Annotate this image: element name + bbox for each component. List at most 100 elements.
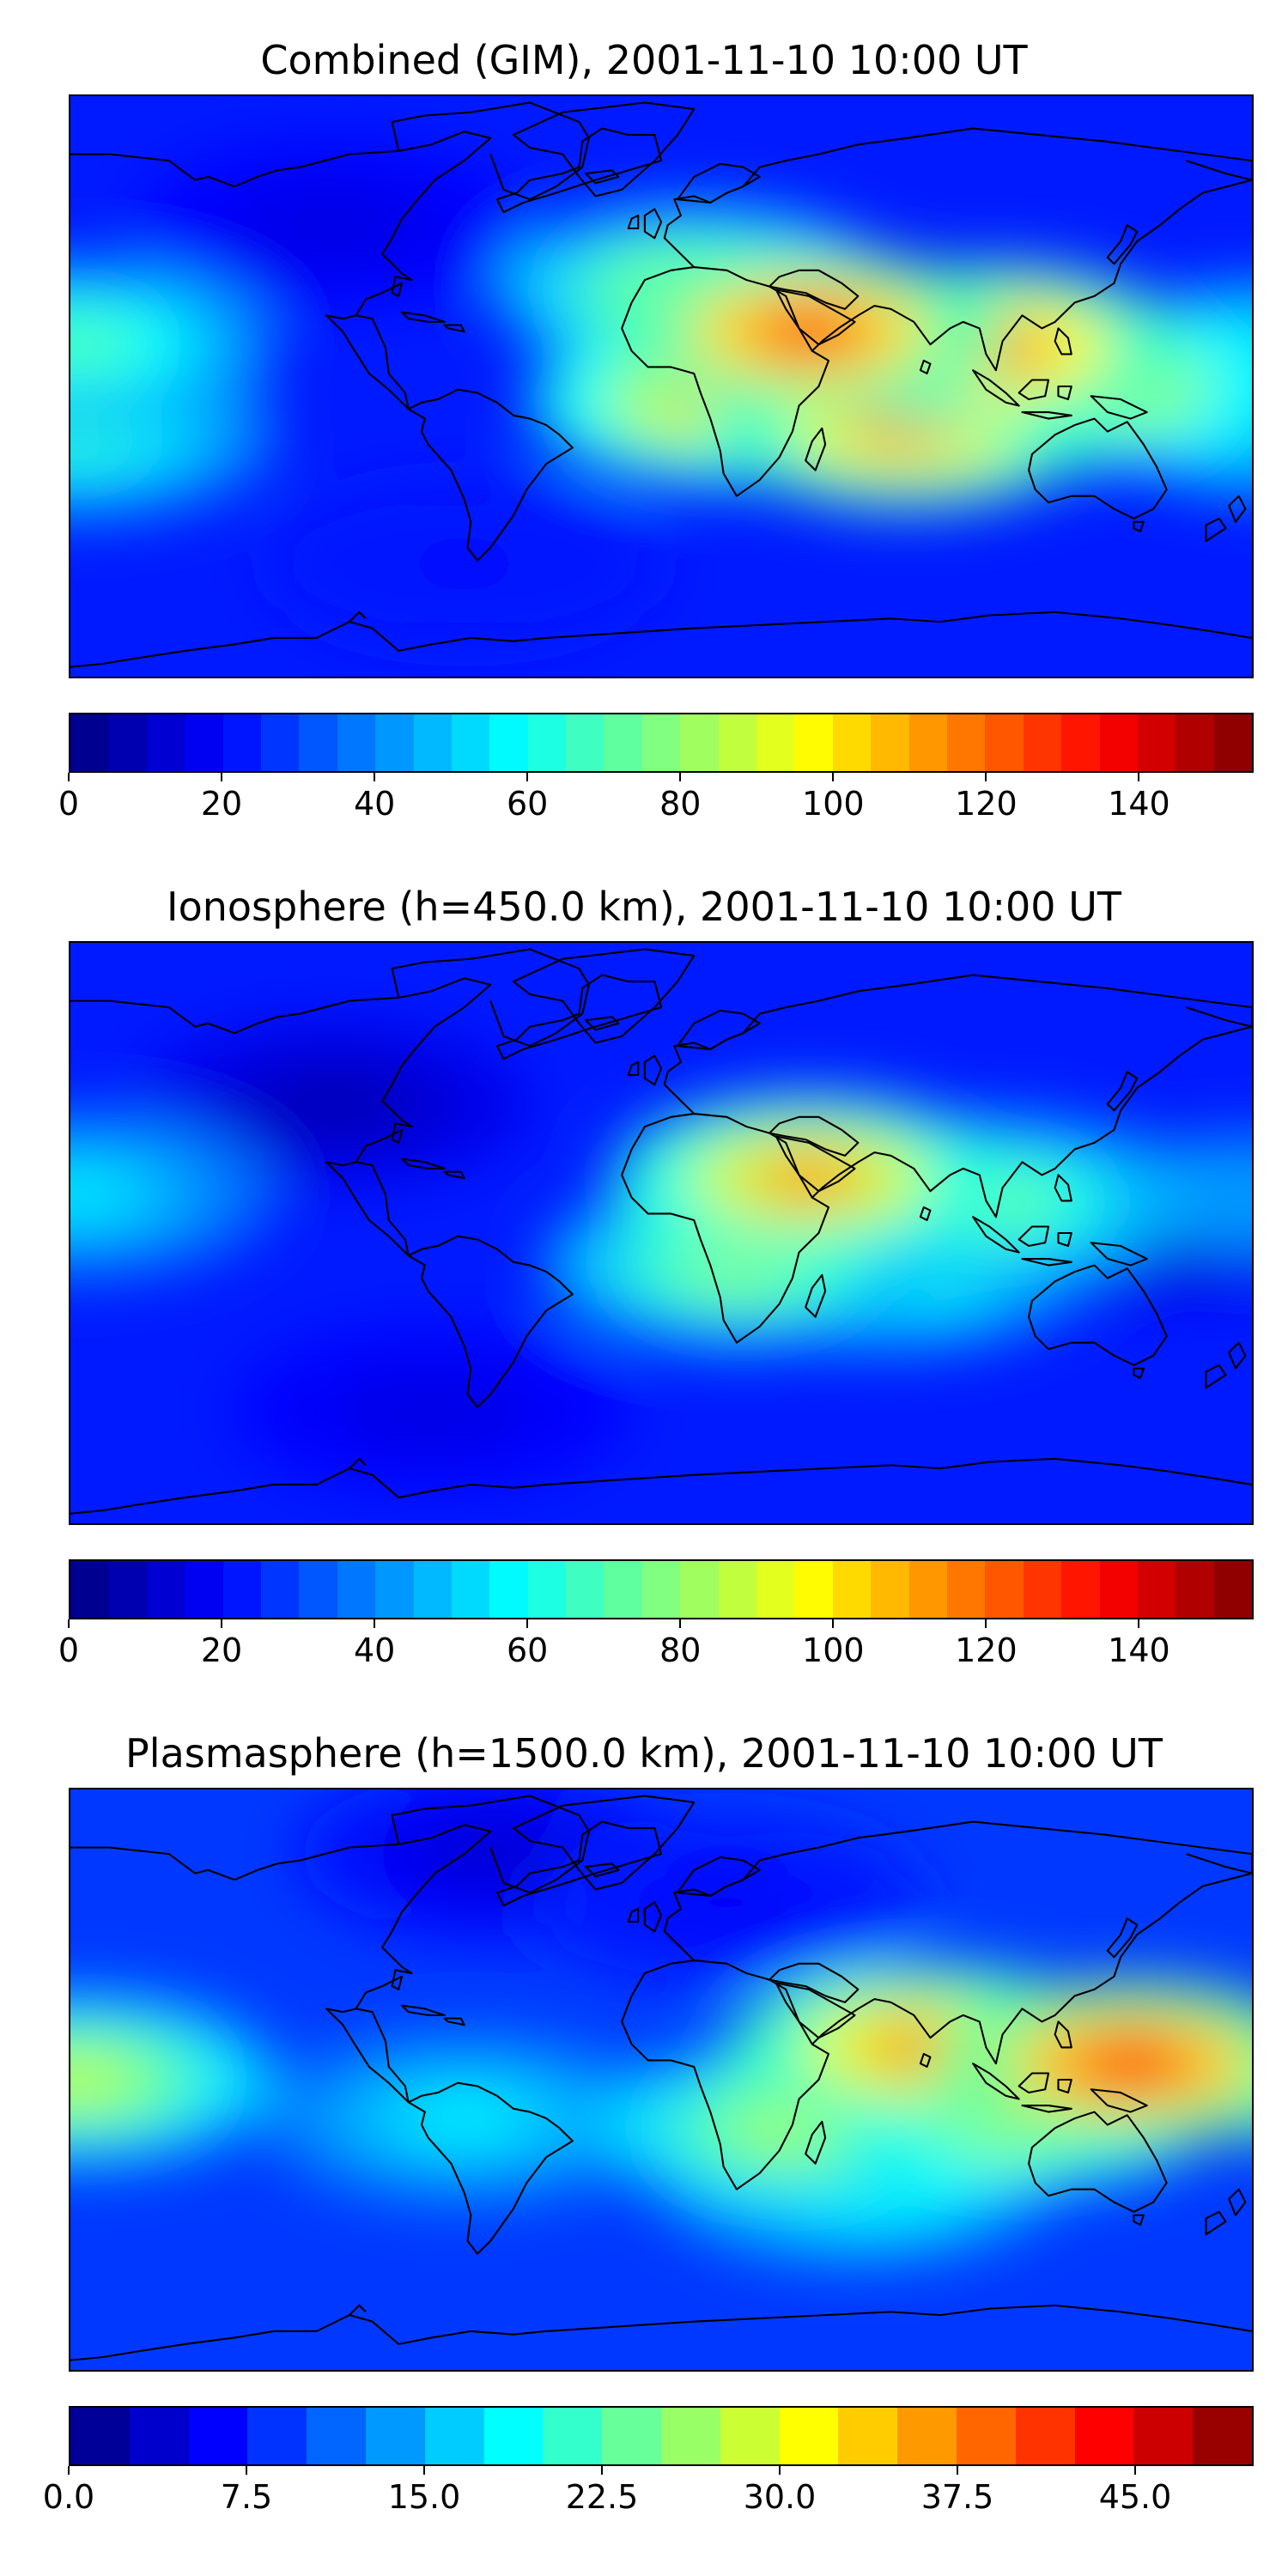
colorbar-segment [527, 714, 567, 771]
colorbar-segment [908, 1561, 947, 1618]
colorbar-tick-label: 45.0 [1098, 2478, 1172, 2516]
colorbar-combined [69, 713, 1254, 773]
colorbar-segment [1074, 2408, 1134, 2464]
field-contour [401, 537, 528, 591]
colorbar-segment [489, 714, 528, 771]
colorbar-segment [946, 1561, 986, 1618]
colorbar-segment [832, 1561, 872, 1618]
colorbar-tick-label: 37.5 [920, 2478, 994, 2516]
colorbar-tick [679, 773, 682, 781]
colorbar-tick-label: 140 [1108, 785, 1170, 823]
field-contour [1067, 2036, 1194, 2091]
colorbar-tick-label: 7.5 [220, 2478, 273, 2516]
colorbar-segment [375, 714, 414, 771]
colorbar-segment [70, 714, 109, 771]
colorbar-tick [957, 2466, 958, 2475]
colorbar-segment [1023, 714, 1062, 771]
colorbar-segment [660, 2408, 720, 2464]
colorbar-segment [146, 714, 185, 771]
colorbar-segment [1023, 1561, 1062, 1618]
colorbar-segment [260, 1561, 300, 1618]
colorbar-segment [897, 2408, 957, 2464]
colorbar-segment [146, 1561, 185, 1618]
colorbar-tick [68, 773, 70, 781]
colorbar-segment [1193, 2408, 1252, 2464]
colorbar-tick [985, 773, 987, 781]
colorbar-segment [222, 714, 261, 771]
colorbar-tick [374, 773, 376, 781]
colorbar-segment [908, 714, 947, 771]
field-contour [401, 2091, 528, 2146]
colorbar-tick [526, 1619, 529, 1628]
colorbar-tick-label: 0.0 [42, 2478, 95, 2516]
colorbar-segment [483, 2408, 544, 2464]
colorbar-tick-label: 20 [200, 1631, 243, 1669]
colorbar-tick-label: 30.0 [743, 2478, 817, 2516]
tec-map-plasmasphere [69, 1788, 1254, 2372]
colorbar-segment [680, 714, 719, 771]
map-svg [70, 1789, 1252, 2370]
field-contour [270, 197, 397, 252]
colorbar-segment [375, 1561, 414, 1618]
colorbar-segment [1015, 2408, 1075, 2464]
colorbar-segment [527, 1561, 567, 1618]
colorbar-tick-label: 22.5 [565, 2478, 639, 2516]
colorbar-tick [423, 2466, 425, 2475]
colorbar-segment [604, 714, 642, 771]
colorbar-segment [720, 2408, 780, 2464]
colorbar-tick [832, 773, 835, 781]
map-title: Combined (GIM), 2001-11-10 10:00 UT [260, 37, 1028, 83]
colorbar-segment [222, 1561, 261, 1618]
field-contour [368, 1383, 495, 1437]
colorbar-tick-label: 140 [1108, 1631, 1170, 1669]
colorbar-segment [70, 2408, 130, 2464]
colorbar-segment [260, 714, 300, 771]
colorbar-segment [299, 714, 337, 771]
colorbar-tick-label: 100 [802, 785, 865, 823]
colorbar-ionosphere [69, 1559, 1254, 1619]
colorbar-segment [108, 1561, 147, 1618]
colorbar-segment [451, 1561, 490, 1618]
colorbar-segment [794, 1561, 833, 1618]
colorbar-segment [489, 1561, 528, 1618]
colorbar-tick-label: 15.0 [387, 2478, 461, 2516]
colorbar-segment [413, 1561, 452, 1618]
colorbar-segment [337, 1561, 376, 1618]
colorbar-segment [1213, 1561, 1253, 1618]
colorbar-tick [1138, 773, 1140, 781]
colorbar-segment [718, 714, 757, 771]
colorbar-tick-label: 60 [507, 1631, 549, 1669]
colorbar-segment [871, 714, 909, 771]
colorbar-segment [1137, 1561, 1176, 1618]
colorbar-segment [247, 2408, 307, 2464]
colorbar-tick-label: 0 [58, 785, 80, 823]
colorbar-tick-label: 20 [200, 785, 243, 823]
colorbar-segment [1099, 1561, 1138, 1618]
colorbar-segment [718, 1561, 757, 1618]
colorbar-segment [299, 1561, 337, 1618]
colorbar-segment [1061, 1561, 1100, 1618]
colorbar-tick [1138, 1619, 1140, 1628]
colorbar-segment [641, 1561, 681, 1618]
field-contour [70, 317, 141, 372]
colorbar-segment [188, 2408, 248, 2464]
colorbar-segment [871, 1561, 909, 1618]
colorbar-tick-label: 40 [353, 785, 396, 823]
field-contour [270, 1077, 397, 1132]
colorbar-tick [832, 1619, 835, 1628]
colorbar-segment [756, 714, 795, 771]
colorbar-segment [185, 714, 223, 771]
colorbar-segment [566, 1561, 605, 1618]
colorbar-segment [185, 1561, 223, 1618]
colorbar-segment [604, 1561, 642, 1618]
colorbar-tick-label: 40 [353, 1631, 396, 1669]
colorbar-tick-label: 120 [955, 785, 1018, 823]
colorbar-tick-label: 120 [955, 1631, 1018, 1669]
colorbar-segment [641, 714, 681, 771]
colorbar-segment [566, 714, 605, 771]
colorbar-tick-label: 80 [659, 1631, 702, 1669]
colorbar-segment [1213, 714, 1253, 771]
field-contour [745, 1151, 872, 1206]
colorbar-segment [1176, 714, 1214, 771]
colorbar-segment [451, 714, 490, 771]
